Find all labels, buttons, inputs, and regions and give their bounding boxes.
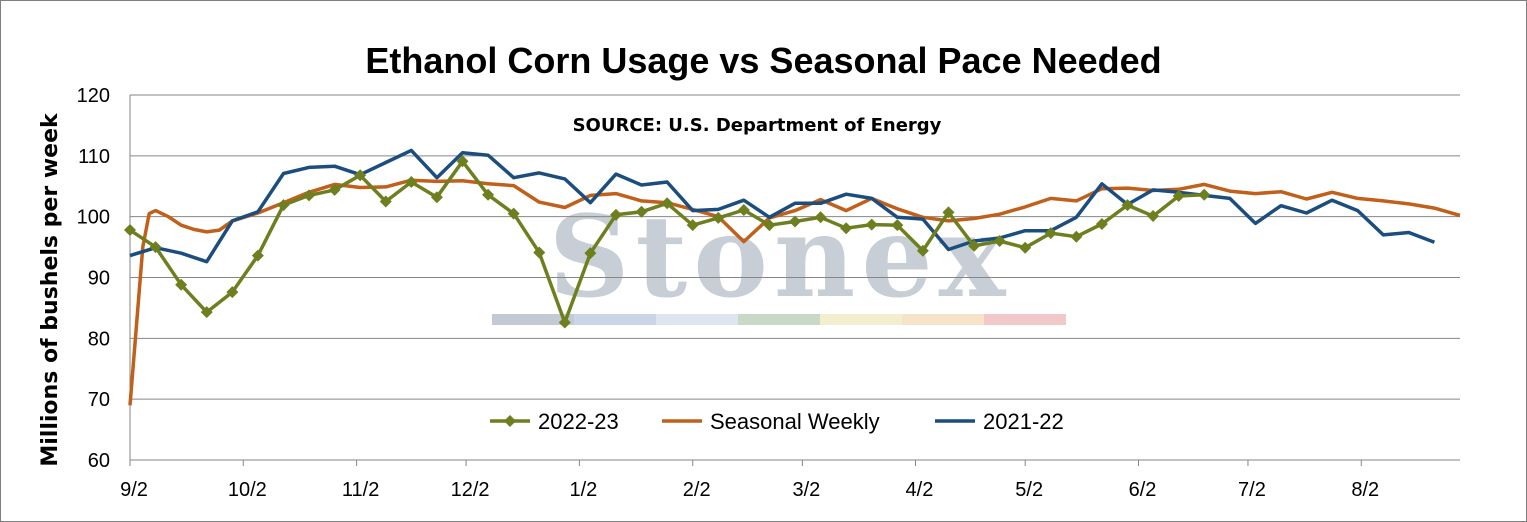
data-point-2022-23: [1095, 217, 1108, 230]
data-point-2022-23: [430, 191, 443, 204]
legend-marker-2022-23: [504, 415, 516, 427]
data-point-2022-23: [328, 183, 341, 196]
series-lines: [124, 148, 1461, 406]
data-point-2022-23: [226, 286, 239, 299]
y-tick-label: 100: [77, 207, 110, 229]
data-point-2022-23: [558, 316, 571, 329]
data-point-2022-23: [814, 211, 827, 224]
data-point-2022-23: [354, 169, 367, 182]
data-point-2022-23: [251, 249, 264, 262]
watermark-stripe: [820, 314, 902, 325]
chart-title: Ethanol Corn Usage vs Seasonal Pace Need…: [365, 40, 1162, 81]
x-tick-label: 8/2: [1351, 479, 1379, 501]
legend-label-2021-22: 2021-22: [983, 409, 1064, 434]
data-point-2022-23: [405, 175, 418, 188]
watermark-stripe: [902, 314, 984, 325]
legend-label-2022-23: 2022-23: [538, 409, 619, 434]
data-point-2022-23: [686, 219, 699, 232]
data-point-2022-23: [1147, 210, 1160, 223]
y-axis-label: Millions of bushels per week: [38, 112, 63, 467]
x-tick-label: 10/2: [228, 479, 267, 501]
watermark-stripe: [492, 314, 574, 325]
x-tick-label: 11/2: [342, 479, 379, 501]
data-point-2022-23: [968, 239, 981, 252]
data-point-2022-23: [1172, 189, 1185, 202]
y-tick-label: 70: [88, 389, 110, 411]
data-point-2022-23: [533, 246, 546, 259]
data-point-2022-23: [1198, 188, 1211, 201]
data-point-2022-23: [303, 189, 316, 202]
data-point-2022-23: [763, 219, 776, 232]
data-point-2022-23: [1019, 241, 1032, 254]
data-point-2022-23: [891, 219, 904, 232]
y-tick-label: 90: [88, 268, 110, 290]
data-point-2022-23: [507, 207, 520, 220]
axes: 60 70 80 90 100 110 120 9/2 10/2 11/2 12/2 1/2 2/2 3/…: [77, 85, 1460, 501]
x-tick-label: 1/2: [569, 479, 597, 501]
y-tick-label: 60: [88, 450, 110, 472]
x-tick-label: 4/2: [906, 479, 934, 501]
data-point-2022-23: [149, 241, 162, 254]
watermark-stripe: [738, 314, 820, 325]
data-point-2022-23: [865, 218, 878, 231]
watermark-stripe: [656, 314, 738, 325]
source-note: SOURCE: U.S. Department of Energy: [573, 115, 942, 136]
data-point-2022-23: [712, 211, 725, 224]
data-point-2022-23: [482, 188, 495, 201]
data-point-2022-23: [993, 235, 1006, 247]
data-point-2022-23: [379, 195, 392, 208]
x-tick-label: 3/2: [793, 479, 821, 501]
data-point-2022-23: [584, 247, 597, 260]
legend: 2022-23 Seasonal Weekly 2021-22: [490, 409, 1064, 434]
series-line-2021-22: [129, 148, 1436, 264]
y-tick-label: 80: [88, 328, 110, 350]
data-point-2022-23: [840, 222, 853, 235]
y-tick-label: 110: [78, 146, 110, 168]
data-point-2022-23: [200, 306, 213, 319]
data-point-2022-23: [635, 205, 648, 218]
data-point-2022-23: [789, 215, 801, 228]
data-point-2022-23: [661, 197, 674, 210]
watermark-stripe: [984, 314, 1066, 325]
data-point-2022-23: [916, 244, 929, 257]
watermark-stripe: [574, 314, 656, 325]
grid-lines: [130, 94, 1460, 461]
data-point-2022-23: [1044, 227, 1057, 240]
x-tick-label: 5/2: [1015, 479, 1043, 501]
data-point-2022-23: [456, 155, 469, 168]
data-point-2022-23: [175, 278, 188, 291]
data-point-2022-23: [942, 206, 955, 219]
data-point-2022-23: [737, 203, 750, 216]
legend-label-seasonal-weekly: Seasonal Weekly: [710, 409, 880, 434]
data-point-2022-23: [1070, 230, 1083, 243]
y-tick-label: 120: [77, 85, 110, 107]
x-tick-label: 7/2: [1238, 479, 1266, 501]
data-point-2022-23: [277, 199, 290, 212]
x-tick-label: 12/2: [451, 479, 490, 501]
data-point-2022-23: [609, 208, 622, 221]
data-point-2022-23: [1121, 199, 1134, 212]
data-point-2022-23: [124, 224, 136, 237]
x-tick-label: 2/2: [683, 479, 711, 501]
x-tick-label: 6/2: [1129, 479, 1157, 501]
x-tick-label: 9/2: [120, 479, 148, 501]
